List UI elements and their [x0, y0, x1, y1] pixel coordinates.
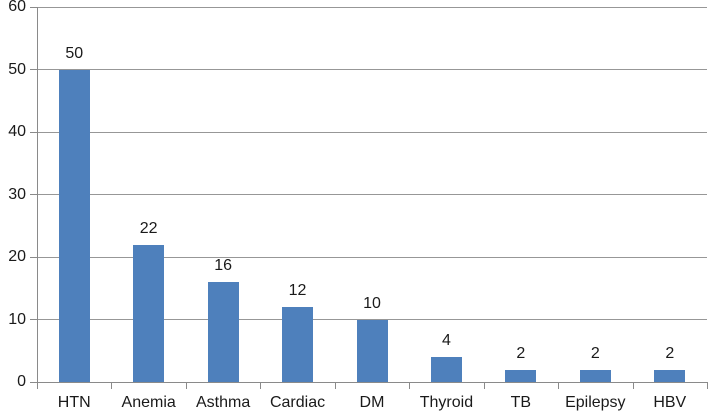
bar-value-label: 16 [214, 257, 232, 274]
bar-value-label: 10 [363, 294, 381, 312]
x-axis-tick [111, 382, 113, 389]
y-axis-tick-label: 40 [8, 123, 26, 140]
bar-value-label: 50 [65, 44, 84, 62]
y-axis-tick [30, 256, 37, 258]
bar-value-label: 12 [288, 282, 307, 299]
y-axis-tick-label: 30 [8, 185, 26, 203]
bar [282, 307, 314, 382]
gridline [37, 131, 707, 133]
y-axis-tick-label: 60 [8, 0, 26, 15]
bar-value-label: 22 [139, 219, 158, 237]
x-axis-tick [185, 382, 187, 389]
x-axis-category-label: Anemia [121, 394, 176, 411]
y-axis-tick [30, 319, 37, 320]
y-axis-tick [30, 131, 37, 133]
bar [579, 369, 611, 382]
y-axis-tick-label: 10 [8, 310, 26, 328]
x-axis-category-label: HBV [653, 394, 687, 411]
x-axis-tick [558, 382, 560, 389]
y-axis-tick [30, 6, 37, 8]
bar-value-label: 2 [516, 344, 526, 362]
gridline [37, 194, 707, 195]
x-axis-category-label: Thyroid [419, 394, 474, 411]
x-axis-category-label: TB [510, 394, 532, 411]
bar [207, 282, 239, 382]
bar-value-label: 2 [665, 344, 675, 362]
y-axis-tick-label: 20 [8, 248, 26, 265]
bar [356, 319, 388, 382]
x-axis-tick [260, 382, 262, 389]
x-axis-category-label: Cardiac [269, 394, 326, 411]
x-axis-tick [632, 382, 634, 389]
y-axis-tick [30, 381, 37, 383]
gridline [37, 69, 707, 70]
y-axis-tick-label: 50 [8, 60, 26, 78]
y-axis-tick [30, 69, 37, 70]
x-axis-tick [483, 382, 485, 389]
bar [58, 69, 90, 382]
gridline [37, 6, 707, 8]
bar [430, 357, 462, 382]
bar [654, 369, 686, 382]
bar [505, 369, 537, 382]
bar-value-label: 4 [441, 332, 451, 349]
y-axis-tick [30, 194, 37, 195]
gridline [37, 256, 707, 258]
y-axis-line [37, 7, 38, 382]
x-axis-tick [334, 382, 336, 389]
x-axis-category-label: DM [359, 394, 385, 411]
x-axis-category-label: HTN [57, 394, 91, 411]
bar [133, 244, 165, 382]
x-axis-category-label: Epilepsy [565, 394, 626, 411]
bar-value-label: 2 [590, 344, 600, 362]
x-axis-tick [37, 382, 38, 389]
x-axis-line [37, 381, 708, 383]
x-axis-category-label: Asthma [195, 394, 251, 411]
y-axis-tick-label: 0 [17, 373, 26, 390]
x-axis-tick [409, 382, 411, 389]
x-axis-tick [707, 382, 708, 389]
